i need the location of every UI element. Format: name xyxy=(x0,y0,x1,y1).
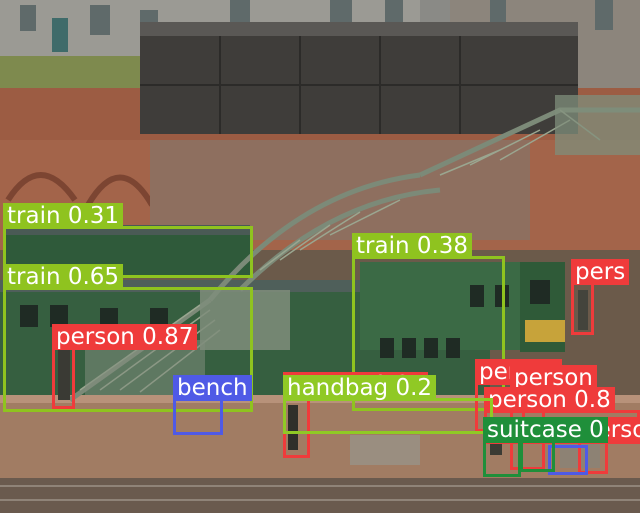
det-person-3: pers xyxy=(571,259,630,335)
det-suitcase-2 xyxy=(520,440,555,472)
detection-label: person 0.8 xyxy=(484,387,615,413)
det-bench-1: bench xyxy=(173,375,252,435)
detection-label: train 0.31 xyxy=(3,203,124,229)
detection-label: pers xyxy=(571,259,630,285)
det-bench-2 xyxy=(548,445,588,475)
det-train-2: train 0.65 xyxy=(3,264,253,412)
det-train-1: train 0.31 xyxy=(3,203,253,278)
det-suitcase-1: suitcase 0 xyxy=(483,417,608,477)
det-person-1: person 0.87 xyxy=(52,324,198,409)
det-person-5: person xyxy=(510,365,597,470)
detection-label: handbag 0.2 xyxy=(283,375,437,401)
detection-label: train 0.38 xyxy=(352,233,473,259)
detection-label: person 0.87 xyxy=(52,324,198,350)
detection-label: bench xyxy=(173,375,252,401)
det-train-3: train 0.38 xyxy=(352,233,505,411)
detection-label: suitcase 0 xyxy=(483,417,608,443)
det-handbag-1: handbag 0.2 xyxy=(283,375,493,434)
detection-label: person xyxy=(510,365,597,391)
detection-label: train 0.65 xyxy=(3,264,124,290)
